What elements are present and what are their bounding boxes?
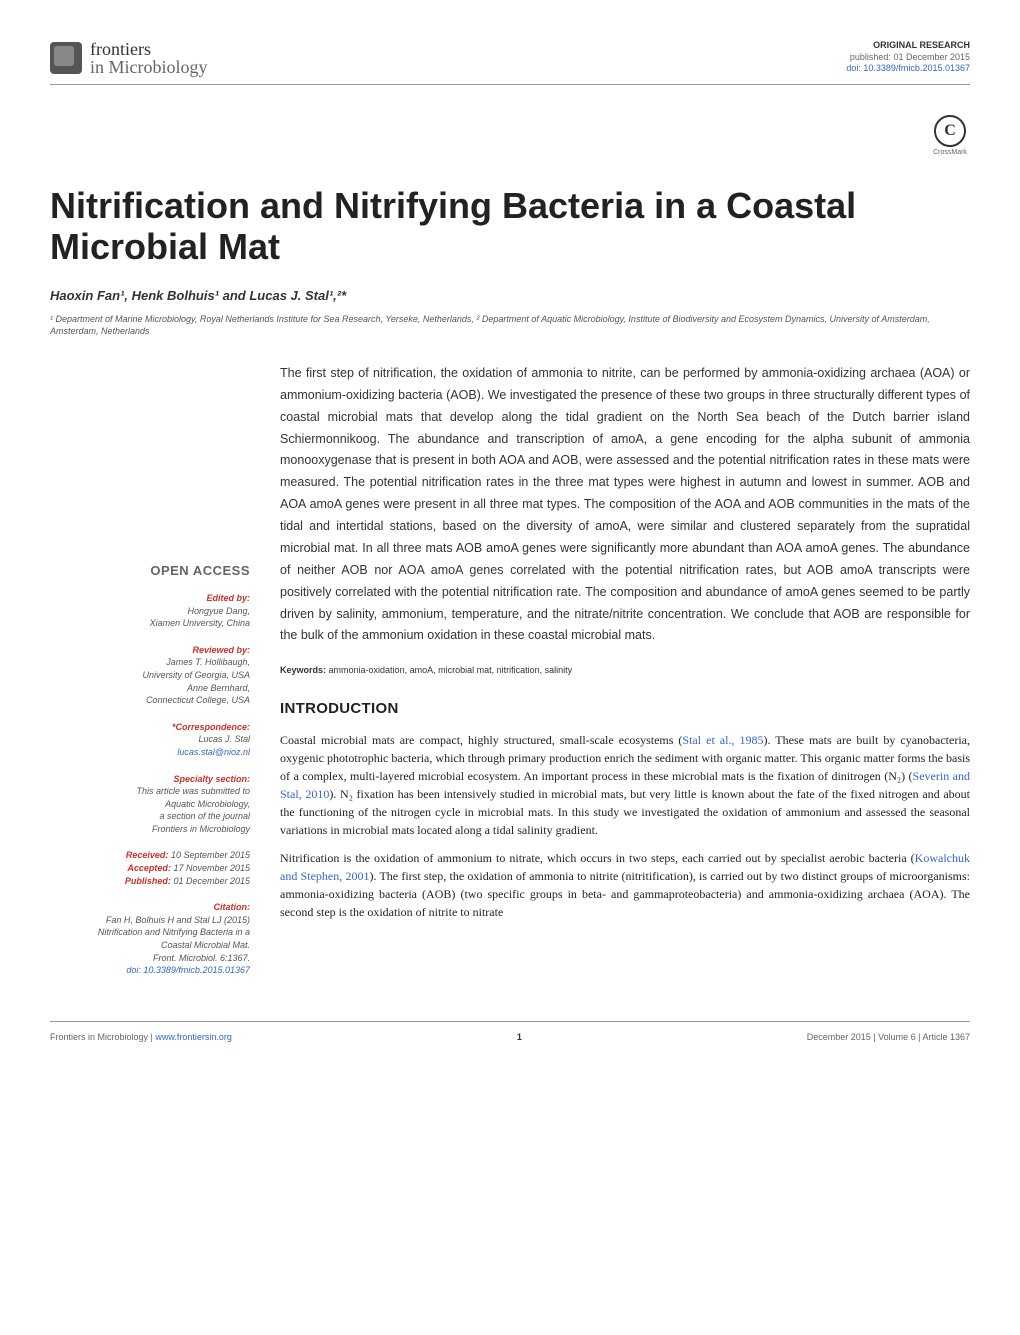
page-header: frontiers in Microbiology ORIGINAL RESEA… bbox=[50, 40, 970, 76]
footer-journal: Frontiers in Microbiology bbox=[50, 1032, 148, 1042]
introduction-heading: INTRODUCTION bbox=[280, 700, 970, 717]
header-divider bbox=[50, 84, 970, 85]
journal-name-top: frontiers bbox=[90, 40, 208, 58]
specialty-line4: Frontiers in Microbiology bbox=[152, 824, 250, 834]
specialty-line1: This article was submitted to bbox=[136, 786, 250, 796]
published-label: Published: bbox=[125, 876, 171, 886]
reviewed-by-label: Reviewed by: bbox=[50, 644, 250, 657]
citation-doi[interactable]: doi: 10.3389/fmicb.2015.01367 bbox=[126, 965, 250, 975]
intro-paragraph-2: Nitrification is the oxidation of ammoni… bbox=[280, 849, 970, 921]
reviewer2-name: Anne Bernhard, bbox=[187, 683, 250, 693]
received-label: Received: bbox=[126, 850, 169, 860]
editor-name: Hongyue Dang, bbox=[187, 606, 250, 616]
header-doi[interactable]: doi: 10.3389/fmicb.2015.01367 bbox=[846, 63, 970, 75]
edited-by-section: Edited by: Hongyue Dang, Xiamen Universi… bbox=[50, 592, 250, 630]
journal-logo: frontiers in Microbiology bbox=[50, 40, 208, 76]
keywords-line: Keywords: ammonia-oxidation, amoA, micro… bbox=[280, 665, 970, 675]
crossmark-label: CrossMark bbox=[933, 149, 967, 156]
page-number: 1 bbox=[517, 1032, 522, 1042]
keywords-label: Keywords: bbox=[280, 665, 326, 675]
correspondence-name: Lucas J. Stal bbox=[198, 734, 250, 744]
specialty-label: Specialty section: bbox=[50, 773, 250, 786]
footer-right: December 2015 | Volume 6 | Article 1367 bbox=[807, 1032, 970, 1042]
header-meta: ORIGINAL RESEARCH published: 01 December… bbox=[846, 40, 970, 75]
dates-section: Received: 10 September 2015 Accepted: 17… bbox=[50, 849, 250, 887]
p2-text-a: Nitrification is the oxidation of ammoni… bbox=[280, 851, 915, 865]
page-footer: Frontiers in Microbiology | www.frontier… bbox=[50, 1021, 970, 1042]
crossmark-icon[interactable]: C CrossMark bbox=[930, 115, 970, 165]
citation-section: Citation: Fan H, Bolhuis H and Stal LJ (… bbox=[50, 901, 250, 977]
specialty-line2: Aquatic Microbiology, bbox=[165, 799, 250, 809]
citation-line1: Fan H, Bolhuis H and Stal LJ (2015) bbox=[106, 915, 250, 925]
sidebar: OPEN ACCESS Edited by: Hongyue Dang, Xia… bbox=[50, 363, 250, 991]
citation-label: Citation: bbox=[50, 901, 250, 914]
crossmark-circle-icon: C bbox=[934, 115, 966, 147]
frontiers-logo-icon bbox=[50, 42, 82, 74]
main-column: The first step of nitrification, the oxi… bbox=[280, 363, 970, 991]
editor-affiliation: Xiamen University, China bbox=[150, 618, 250, 628]
footer-left: Frontiers in Microbiology | www.frontier… bbox=[50, 1032, 232, 1042]
p1-text-c: ). N₂ fixation has been intensively stud… bbox=[280, 787, 970, 837]
citation-line2: Nitrification and Nitrifying Bacteria in… bbox=[98, 927, 250, 937]
citation-line4: Front. Microbiol. 6:1367. bbox=[153, 953, 250, 963]
correspondence-email[interactable]: lucas.stal@nioz.nl bbox=[177, 747, 250, 757]
p1-text-a: Coastal microbial mats are compact, high… bbox=[280, 733, 682, 747]
reviewer2-aff: Connecticut College, USA bbox=[146, 695, 250, 705]
published-date: 01 December 2015 bbox=[173, 876, 250, 886]
correspondence-section: *Correspondence: Lucas J. Stal lucas.sta… bbox=[50, 721, 250, 759]
article-title: Nitrification and Nitrifying Bacteria in… bbox=[50, 185, 970, 268]
crossmark-container: C CrossMark bbox=[50, 115, 970, 165]
open-access-label: OPEN ACCESS bbox=[50, 563, 250, 578]
specialty-line3: a section of the journal bbox=[159, 811, 250, 821]
accepted-date: 17 November 2015 bbox=[173, 863, 250, 873]
p2-text-b: ). The first step, the oxidation of ammo… bbox=[280, 869, 970, 919]
keywords-text: ammonia-oxidation, amoA, microbial mat, … bbox=[329, 665, 573, 675]
intro-paragraph-1: Coastal microbial mats are compact, high… bbox=[280, 731, 970, 839]
article-type: ORIGINAL RESEARCH bbox=[846, 40, 970, 52]
received-date: 10 September 2015 bbox=[171, 850, 250, 860]
affiliations: ¹ Department of Marine Microbiology, Roy… bbox=[50, 313, 970, 338]
accepted-label: Accepted: bbox=[127, 863, 171, 873]
journal-name-bottom: in Microbiology bbox=[90, 58, 208, 76]
citation-line3: Coastal Microbial Mat. bbox=[161, 940, 250, 950]
authors-line: Haoxin Fan¹, Henk Bolhuis¹ and Lucas J. … bbox=[50, 288, 970, 303]
footer-link[interactable]: www.frontiersin.org bbox=[155, 1032, 232, 1042]
specialty-section: Specialty section: This article was subm… bbox=[50, 773, 250, 836]
edited-by-label: Edited by: bbox=[50, 592, 250, 605]
reviewer1-name: James T. Hollibaugh, bbox=[166, 657, 250, 667]
abstract: The first step of nitrification, the oxi… bbox=[280, 363, 970, 647]
pub-date: published: 01 December 2015 bbox=[846, 52, 970, 64]
correspondence-label: *Correspondence: bbox=[50, 721, 250, 734]
reviewer1-aff: University of Georgia, USA bbox=[142, 670, 250, 680]
citation-stal-1985[interactable]: Stal et al., 1985 bbox=[682, 733, 763, 747]
reviewed-by-section: Reviewed by: James T. Hollibaugh, Univer… bbox=[50, 644, 250, 707]
